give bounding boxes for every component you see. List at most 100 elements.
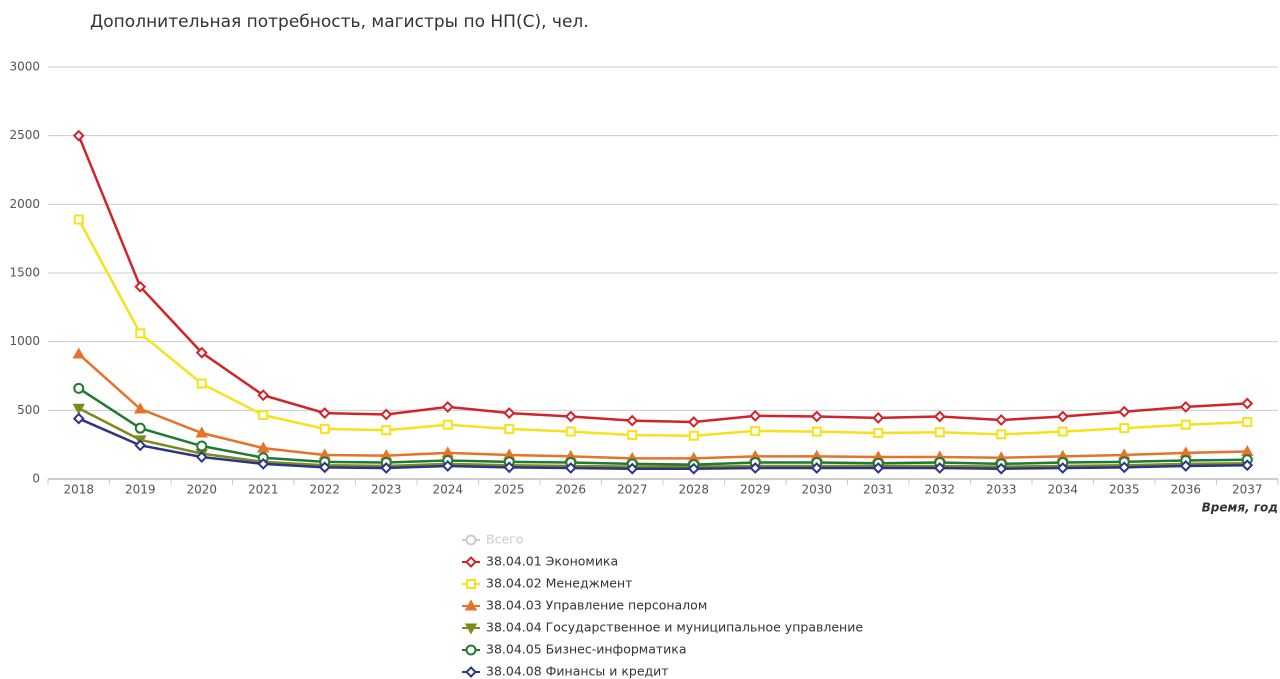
point (195, 451, 208, 463)
x-tick-label: 2034 (1047, 483, 1078, 497)
point (441, 400, 454, 413)
point (503, 461, 516, 474)
point (257, 389, 270, 402)
legend-item[interactable]: 38.04.02 Менеджмент (462, 576, 632, 591)
legend-label: 38.04.05 Бизнес-информатика (486, 642, 687, 657)
series-line (78, 407, 1248, 468)
point (688, 430, 699, 441)
legend-label: 38.04.08 Финансы и кредит (486, 664, 669, 679)
legend-marker (465, 644, 477, 656)
legend-label: Всего (486, 532, 523, 547)
point (134, 280, 147, 293)
x-tick-label: 2033 (986, 483, 1017, 497)
x-tick-label: 2029 (740, 483, 771, 497)
point (565, 426, 576, 437)
y-tick-label: 1500 (9, 266, 40, 280)
x-axis-label: Время, год (1202, 501, 1278, 515)
point (319, 423, 330, 434)
x-tick-label: 2019 (125, 483, 156, 497)
point (1057, 426, 1068, 437)
point (380, 462, 393, 474)
point (564, 462, 577, 474)
point (195, 426, 208, 438)
legend-item[interactable]: 38.04.05 Бизнес-информатика (462, 642, 687, 657)
point (1056, 410, 1069, 423)
x-tick-label: 2020 (186, 483, 217, 497)
x-tick-label: 2032 (924, 483, 955, 497)
x-tick-label: 2026 (555, 483, 586, 497)
legend-label: 38.04.04 Государственное и муниципальное… (486, 620, 863, 635)
point (504, 423, 515, 434)
point (196, 378, 207, 389)
point (750, 425, 761, 436)
legend-item[interactable]: Всего (462, 532, 523, 547)
point (687, 416, 700, 428)
point (1179, 460, 1192, 472)
legend-label: 38.04.02 Менеджмент (486, 576, 632, 591)
point (380, 408, 393, 421)
point (872, 411, 885, 424)
point (933, 462, 946, 474)
point (1179, 400, 1192, 413)
x-tick-label: 2028 (678, 483, 709, 497)
point (810, 410, 823, 423)
series-line (77, 135, 1248, 424)
point (134, 422, 146, 434)
point (503, 407, 516, 419)
x-tick-label: 2025 (494, 483, 525, 497)
legend-marker (465, 556, 477, 568)
point (381, 425, 392, 436)
point (1118, 405, 1131, 418)
point (72, 347, 85, 359)
x-tick-label: 2023 (371, 483, 402, 497)
point (1118, 461, 1131, 474)
point (318, 461, 331, 474)
legend-marker (464, 623, 478, 635)
point (134, 439, 147, 452)
series-line (78, 417, 1248, 470)
y-tick-label: 3000 (9, 60, 40, 74)
point (1119, 423, 1130, 434)
point (318, 407, 331, 419)
point (934, 427, 945, 438)
point (196, 440, 208, 452)
legend-marker (464, 599, 478, 611)
chart-title: Дополнительная потребность, магистры по … (90, 12, 589, 32)
y-tick-label: 1000 (9, 334, 40, 348)
legend-marker (466, 579, 476, 589)
point (73, 214, 84, 225)
point (258, 410, 269, 421)
y-tick-label: 2000 (9, 197, 40, 211)
point (627, 430, 638, 441)
legend-item[interactable]: 38.04.03 Управление персоналом (462, 598, 707, 613)
point (195, 346, 208, 359)
x-tick-label: 2031 (863, 483, 894, 497)
series-line (77, 353, 1248, 460)
point (134, 402, 147, 414)
x-tick-label: 2027 (617, 483, 648, 497)
series-line (77, 218, 1248, 437)
point (72, 412, 85, 425)
legend-marker (465, 534, 477, 546)
point (1241, 459, 1254, 472)
point (1180, 419, 1191, 430)
point (1241, 397, 1254, 410)
point (257, 441, 270, 453)
legend-item[interactable]: 38.04.01 Экономика (462, 554, 618, 569)
point (626, 462, 639, 475)
point (810, 462, 823, 474)
series-line (78, 387, 1248, 466)
point (72, 129, 85, 142)
legend-label: 38.04.03 Управление персоналом (486, 598, 707, 613)
legend-item[interactable]: 38.04.04 Государственное и муниципальное… (462, 620, 863, 635)
point (995, 462, 1008, 475)
point (135, 328, 146, 339)
point (441, 460, 454, 472)
point (872, 462, 885, 474)
point (1242, 417, 1253, 428)
legend-item[interactable]: 38.04.08 Финансы и кредит (462, 664, 669, 679)
x-tick-label: 2035 (1109, 483, 1140, 497)
point (564, 410, 577, 423)
point (1056, 462, 1069, 474)
